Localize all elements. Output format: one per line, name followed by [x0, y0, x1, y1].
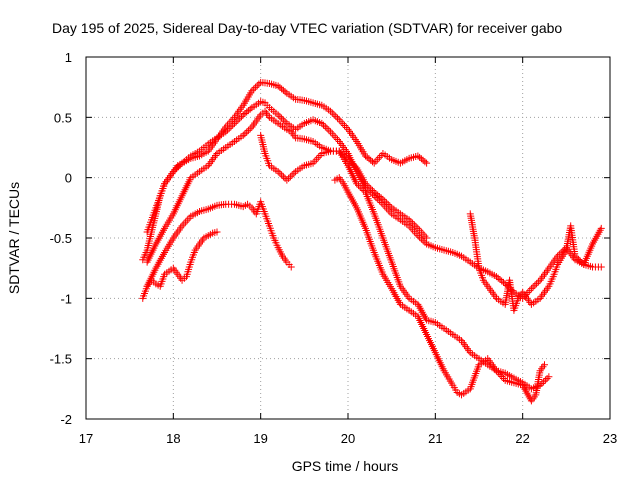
x-tick-label: 22 [515, 431, 529, 446]
x-tick-label: 21 [428, 431, 442, 446]
data-point [414, 232, 421, 239]
y-tick-label: 1 [65, 50, 72, 65]
y-tick-label: -1.5 [50, 352, 72, 367]
data-point-cluster [467, 213, 478, 240]
data-point-cluster [581, 243, 595, 266]
data-point-cluster [389, 261, 403, 288]
x-tick-label: 17 [79, 431, 93, 446]
series-track-3 [144, 198, 295, 289]
x-tick-label: 18 [166, 431, 180, 446]
chart-title: Day 195 of 2025, Sidereal Day-to-day VTE… [52, 20, 562, 36]
series-track-7 [331, 174, 548, 404]
sdtvar-chart: Day 195 of 2025, Sidereal Day-to-day VTE… [0, 0, 640, 480]
data-point-cluster [372, 213, 386, 240]
data-point-cluster [372, 251, 386, 275]
x-tick-label: 23 [603, 431, 617, 446]
data-point-cluster [468, 363, 482, 390]
data-point [545, 373, 552, 380]
data-series [139, 79, 605, 405]
x-axis-label: GPS time / hours [292, 458, 399, 474]
x-tick-label: 19 [253, 431, 267, 446]
y-tick-label: 0.5 [54, 110, 72, 125]
series-track-8 [467, 210, 605, 314]
series-track-4 [139, 228, 220, 301]
data-point [283, 177, 290, 184]
x-tick-label: 20 [341, 431, 355, 446]
data-point [327, 128, 334, 135]
grid [86, 57, 610, 419]
data-point-cluster [262, 152, 272, 166]
data-point [528, 285, 535, 292]
y-tick-label: -2 [60, 412, 72, 427]
y-tick-label: -1 [60, 291, 72, 306]
data-point-cluster [380, 237, 394, 264]
data-point-cluster [184, 261, 194, 278]
data-point-cluster [354, 206, 368, 229]
y-axis-label: SDTVAR / TECUs [6, 182, 22, 294]
data-point-cluster [363, 227, 377, 254]
axis-ticks: 17 18 19 20 21 22 23 -2 -1.5 -1 -0.5 0 0.5 1 [50, 50, 618, 446]
y-tick-label: 0 [65, 171, 72, 186]
series-track-6 [257, 132, 552, 392]
series-track-1 [139, 98, 605, 302]
y-tick-label: -0.5 [50, 231, 72, 246]
data-point-cluster [258, 134, 268, 155]
